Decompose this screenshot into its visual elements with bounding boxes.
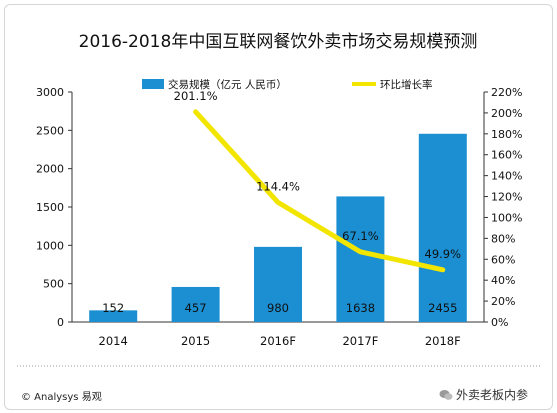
chart-card: 2016-2018年中国互联网餐饮外卖市场交易规模预测交易规模（亿元 人民币） 环…: [4, 4, 553, 410]
legend-bar-label: 交易规模（亿元 人民币）: [168, 78, 287, 91]
legend-bar-swatch: [142, 79, 164, 89]
y-right-tick-label: 20%: [491, 295, 515, 308]
y-left-tick-label: 500: [43, 278, 64, 291]
bar-data-label: 152: [102, 301, 124, 315]
x-tick-label: 2017F: [342, 334, 378, 348]
bar: [89, 310, 138, 322]
y-right-tick-label: 120%: [491, 191, 522, 204]
x-tick-label: 2014: [99, 334, 128, 348]
bar: [254, 246, 302, 322]
y-right-tick-label: 40%: [491, 274, 515, 287]
bar: [418, 133, 467, 322]
y-right-tick-label: 0%: [491, 316, 508, 329]
y-left-tick-label: 1500: [36, 201, 64, 214]
y-right-tick-label: 180%: [491, 128, 522, 141]
bar-data-label: 980: [267, 301, 289, 315]
y-left-tick-label: 2500: [36, 124, 64, 137]
y-left-tick-label: 1000: [36, 239, 64, 252]
y-left-tick-label: 0: [57, 316, 64, 329]
y-right-tick-label: 60%: [491, 253, 515, 266]
y-right-tick-label: 80%: [491, 232, 515, 245]
y-right-tick-label: 160%: [491, 149, 522, 162]
chart-title: 2016-2018年中国互联网餐饮外卖市场交易规模预测: [79, 32, 478, 52]
x-tick-label: 2015: [181, 334, 210, 348]
line-data-label: 49.9%: [425, 247, 462, 261]
source-label: © Analysys 易观: [21, 388, 102, 403]
wechat-icon: [439, 389, 453, 400]
line-data-label: 67.1%: [342, 229, 379, 243]
y-right-tick-label: 140%: [491, 170, 522, 183]
bar: [336, 196, 385, 322]
wechat-account-name: 外卖老板内参: [456, 388, 529, 402]
x-tick-label: 2018F: [425, 334, 461, 348]
bar-data-label: 2455: [428, 301, 457, 315]
legend-line-label: 环比增长率: [380, 78, 433, 91]
bar-data-label: 457: [185, 301, 207, 315]
y-left-tick-label: 2000: [36, 163, 64, 176]
growth-line: [193, 109, 446, 273]
line-data-label: 201.1%: [174, 89, 218, 103]
x-tick-label: 2016F: [260, 334, 296, 348]
wechat-watermark: 外卖老板内参: [439, 386, 528, 403]
bar: [171, 286, 220, 322]
line-data-label: 114.4%: [256, 179, 300, 193]
y-left-tick-label: 3000: [36, 86, 64, 99]
y-right-tick-label: 220%: [491, 86, 522, 99]
bar-data-label: 1638: [346, 301, 375, 315]
source-text: © Analysys 易观: [21, 392, 102, 403]
y-right-tick-label: 100%: [491, 211, 522, 224]
legend-line-swatch: [352, 82, 376, 86]
y-right-tick-label: 200%: [491, 107, 522, 120]
